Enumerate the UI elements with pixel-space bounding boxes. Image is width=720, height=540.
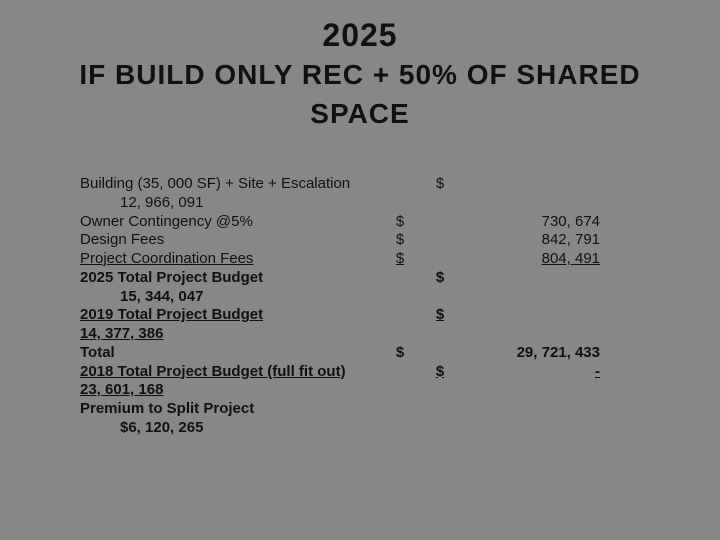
sym-owner: $ [380, 213, 420, 232]
row-premium: Premium to Split Project [80, 400, 660, 419]
label-total: Total [80, 344, 380, 363]
sym-tpb2018: $ [420, 363, 460, 382]
label-owner: Owner Contingency @5% [80, 213, 380, 232]
label-tpb2018: 2018 Total Project Budget (full fit out) [80, 363, 380, 382]
row-tpb2018: 2018 Total Project Budget (full fit out)… [80, 363, 660, 382]
label-tpb2019: 2019 Total Project Budget [80, 306, 380, 325]
row-total: Total $ 29, 721, 433 [80, 344, 660, 363]
label-coord: Project Coordination Fees [80, 250, 380, 269]
val-design: 842, 791 [460, 231, 600, 250]
budget-slide: 2025 IF BUILD ONLY REC + 50% OF SHARED S… [0, 0, 720, 540]
val-owner: 730, 674 [460, 213, 600, 232]
row-owner: Owner Contingency @5% $ 730, 674 [80, 213, 660, 232]
val-premium: $6, 120, 265 [80, 419, 420, 438]
sym-building: $ [420, 175, 460, 194]
row-design: Design Fees $ 842, 791 [80, 231, 660, 250]
row-tpb2025-value: 15, 344, 047 [80, 288, 660, 307]
row-building-value: 12, 966, 091 [80, 194, 660, 213]
label-design: Design Fees [80, 231, 380, 250]
sym-tpb2019: $ [420, 306, 460, 325]
row-building: Building (35, 000 SF) + Site + Escalatio… [80, 175, 660, 194]
sym-tpb2025: $ [420, 269, 460, 288]
label-premium: Premium to Split Project [80, 400, 380, 419]
sym-design: $ [380, 231, 420, 250]
title-year: 2025 [0, 18, 720, 53]
val-tpb2018-dash: - [460, 363, 600, 382]
row-premium-value: $6, 120, 265 [80, 419, 660, 438]
label-tpb2025: 2025 Total Project Budget [80, 269, 380, 288]
row-tpb2025: 2025 Total Project Budget $ [80, 269, 660, 288]
val-tpb2019: 14, 377, 386 [80, 325, 380, 344]
val-tpb2025: 15, 344, 047 [80, 288, 420, 307]
val-total: 29, 721, 433 [460, 344, 600, 363]
sym-coord: $ [380, 250, 420, 269]
label-building: Building (35, 000 SF) + Site + Escalatio… [80, 175, 380, 194]
val-building: 12, 966, 091 [80, 194, 420, 213]
val-tpb2018: 23, 601, 168 [80, 381, 380, 400]
val-blank [460, 175, 600, 194]
val-coord: 804, 491 [460, 250, 600, 269]
row-coord: Project Coordination Fees $ 804, 491 [80, 250, 660, 269]
budget-table: Building (35, 000 SF) + Site + Escalatio… [80, 175, 660, 438]
row-tpb2019: 2019 Total Project Budget $ [80, 306, 660, 325]
row-tpb2018-value: 23, 601, 168 [80, 381, 660, 400]
title-line-1: IF BUILD ONLY REC + 50% OF SHARED [0, 57, 720, 92]
title-line-2: SPACE [0, 96, 720, 131]
sym-total: $ [380, 344, 420, 363]
slide-title: 2025 IF BUILD ONLY REC + 50% OF SHARED S… [0, 0, 720, 131]
sym-blank [380, 175, 420, 194]
row-tpb2019-value: 14, 377, 386 [80, 325, 660, 344]
